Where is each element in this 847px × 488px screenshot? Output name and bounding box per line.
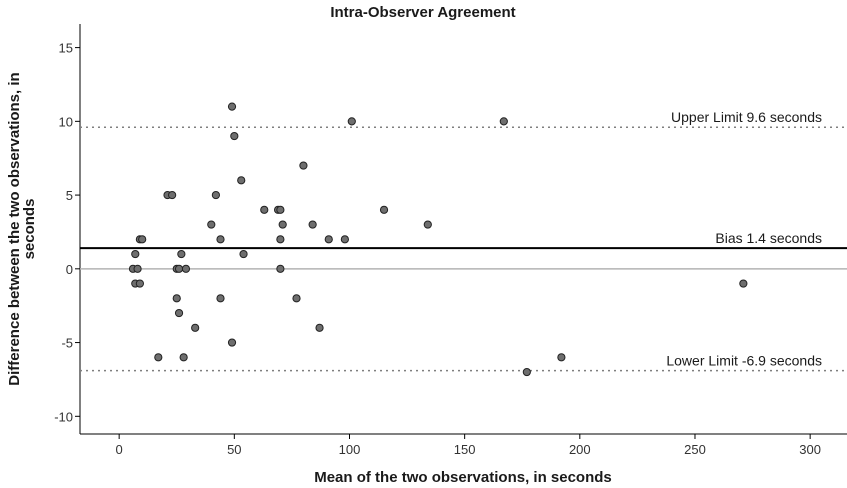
data-point <box>211 190 220 200</box>
data-point <box>308 220 317 229</box>
data-point <box>227 102 237 111</box>
data-point <box>179 353 188 362</box>
x-tick-label: 200 <box>569 442 591 457</box>
data-point <box>347 117 356 126</box>
data-point <box>237 176 246 185</box>
data-point <box>135 279 144 288</box>
data-point <box>276 235 285 244</box>
data-point <box>324 235 333 244</box>
data-point <box>216 235 225 244</box>
data-point <box>174 308 184 318</box>
data-point <box>239 249 248 259</box>
y-tick-label: -10 <box>54 409 73 424</box>
data-point <box>340 235 349 244</box>
data-point <box>168 190 177 200</box>
data-point <box>191 323 200 332</box>
data-point <box>181 264 191 273</box>
data-point <box>276 264 285 273</box>
x-tick-label: 250 <box>684 442 706 457</box>
reference-labels: Upper Limit 9.6 seconds Bias 1.4 seconds L… <box>666 109 822 368</box>
upper-limit-label: Upper Limit 9.6 seconds <box>671 109 822 125</box>
x-tick-label: 100 <box>339 442 361 457</box>
y-axis-title-line-2: seconds <box>21 199 38 260</box>
x-axis-title: Mean of the two observations, in seconds <box>314 469 612 486</box>
x-tick-label: 0 <box>116 442 123 457</box>
x-tick-label: 150 <box>454 442 476 457</box>
x-axis-ticks: 0 50 100 150 200 250 300 <box>116 434 821 457</box>
data-point <box>174 264 184 273</box>
data-point <box>260 205 269 214</box>
data-point <box>172 294 181 303</box>
y-tick-label: 10 <box>59 114 73 129</box>
data-point <box>315 323 324 332</box>
y-tick-label: 0 <box>66 262 73 277</box>
data-point <box>276 205 285 214</box>
data-point <box>379 205 389 214</box>
data-point <box>522 367 531 377</box>
data-point <box>227 338 237 347</box>
data-point <box>133 264 142 273</box>
y-axis-title: Difference between the two observations,… <box>6 72 38 385</box>
x-tick-label: 50 <box>227 442 241 457</box>
y-tick-label: -5 <box>61 336 73 351</box>
data-point <box>739 279 748 288</box>
bias-label: Bias 1.4 seconds <box>715 230 822 246</box>
data-point <box>207 220 216 229</box>
data-point <box>278 220 287 229</box>
chart-title: Intra-Observer Agreement <box>330 4 515 21</box>
data-point <box>138 235 147 244</box>
axes <box>79 24 847 435</box>
data-point <box>423 220 432 229</box>
data-point <box>499 117 508 126</box>
data-point <box>154 353 163 362</box>
data-point <box>216 294 225 303</box>
reference-lines <box>80 126 847 372</box>
data-point <box>131 249 140 259</box>
y-tick-label: 5 <box>66 188 73 203</box>
lower-limit-label: Lower Limit -6.9 seconds <box>666 353 822 369</box>
y-axis-title-line-1: Difference between the two observations,… <box>6 72 23 385</box>
data-point <box>292 294 301 303</box>
y-axis-ticks: -10 -5 0 5 10 15 <box>54 41 80 424</box>
data-point <box>557 353 566 362</box>
y-tick-label: 15 <box>59 41 73 56</box>
data-point <box>177 249 186 259</box>
data-point <box>230 131 239 141</box>
data-point <box>299 161 308 170</box>
x-tick-label: 300 <box>799 442 821 457</box>
data-points <box>128 102 748 377</box>
